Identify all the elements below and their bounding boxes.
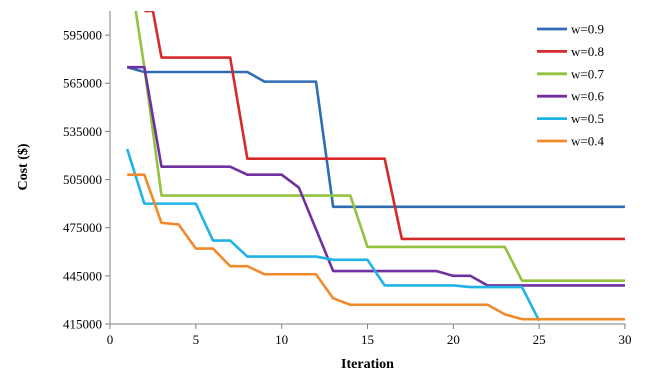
series-line-w-0-8 xyxy=(144,11,625,241)
series-line-w-0-9 xyxy=(126,65,625,209)
legend-label: w=0.6 xyxy=(571,89,604,104)
x-tick-label: 5 xyxy=(193,332,200,347)
axes xyxy=(105,11,626,329)
legend-item: w=0.8 xyxy=(537,44,604,59)
y-tick-label: 565000 xyxy=(63,76,102,91)
legend-item: w=0.4 xyxy=(537,134,604,149)
y-tick-label: 415000 xyxy=(63,317,102,332)
y-tick-label: 445000 xyxy=(63,268,102,283)
legend-label: w=0.7 xyxy=(571,66,604,81)
y-tick-label: 475000 xyxy=(63,220,102,235)
x-tick-label: 0 xyxy=(107,332,114,347)
series-line-w-0-5 xyxy=(125,148,541,322)
legend-item: w=0.9 xyxy=(537,22,604,37)
x-axis-title: Iteration xyxy=(341,357,394,372)
x-tick-label: 10 xyxy=(275,332,288,347)
legend-label: w=0.8 xyxy=(571,44,604,59)
y-tick-label: 505000 xyxy=(63,172,102,187)
series-line-w-0-4 xyxy=(127,173,625,321)
legend-label: w=0.4 xyxy=(571,134,604,149)
series-line-w-0-6 xyxy=(127,65,625,287)
legend-item: w=0.6 xyxy=(537,89,604,104)
tick-labels: 0 5 10 15 20 25 30 415000 445000 475000 505000 5350… xyxy=(63,28,632,347)
legend-label: w=0.5 xyxy=(571,111,604,126)
legend-item: w=0.7 xyxy=(537,66,604,81)
x-tick-label: 25 xyxy=(533,332,546,347)
y-tick-label: 535000 xyxy=(63,124,102,139)
series-lines xyxy=(125,11,625,322)
legend-label: w=0.9 xyxy=(571,22,604,37)
x-tick-label: 20 xyxy=(447,332,460,347)
x-tick-label: 30 xyxy=(619,332,632,347)
x-tick-label: 15 xyxy=(361,332,374,347)
legend: w=0.9 w=0.8 w=0.7 w=0.6 w=0.5 w=0.4 xyxy=(537,22,604,149)
legend-item: w=0.5 xyxy=(537,111,604,126)
series-line-w-0-7 xyxy=(134,11,625,282)
y-axis-title: Cost ($) xyxy=(16,143,31,190)
y-tick-label: 595000 xyxy=(63,28,102,43)
